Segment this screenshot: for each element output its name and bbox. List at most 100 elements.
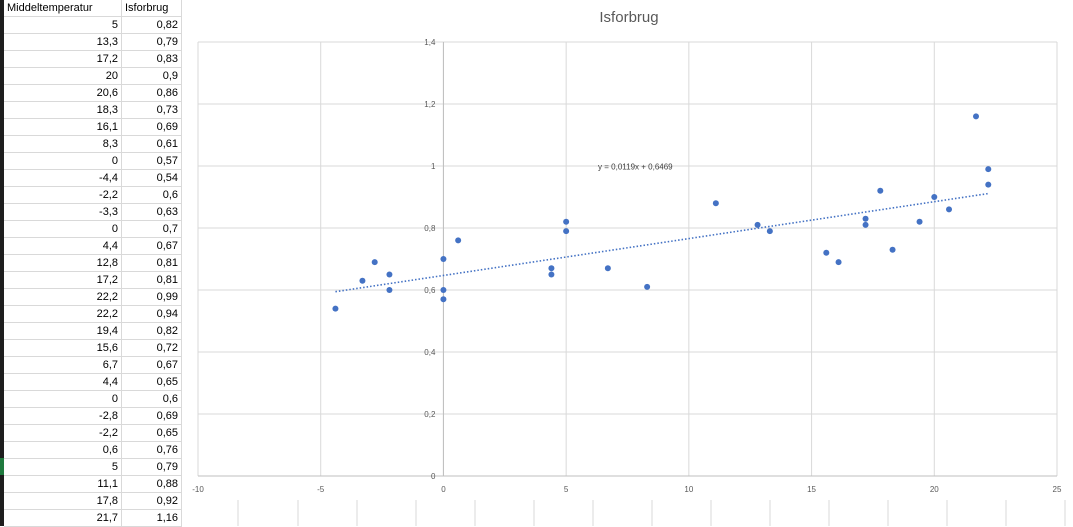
scatter-chart[interactable]: Isforbrug -10 -5 0 5 10 15 20 25 0 0,2 0,4 0,6 0,8 1 1… — [185, 0, 1073, 500]
consumption-cell[interactable]: 0,94 — [121, 305, 182, 323]
table-row: 0,6 0,76 — [4, 441, 182, 459]
consumption-cell[interactable]: 0,6 — [121, 186, 182, 204]
table-row: -2,2 0,6 — [4, 186, 182, 204]
temperature-cell[interactable]: -2,2 — [4, 424, 122, 442]
temperature-cell[interactable]: -3,3 — [4, 203, 122, 221]
table-row: -2,2 0,65 — [4, 424, 182, 442]
consumption-cell[interactable]: 1,16 — [121, 509, 182, 527]
y-tick-label: 0,2 — [424, 410, 436, 419]
data-table: Middeltemperatur Isforbrug 5 0,82 13,3 0,79 17… — [4, 0, 182, 527]
data-point — [985, 181, 992, 188]
data-point — [386, 287, 393, 293]
consumption-cell[interactable]: 0,83 — [121, 50, 182, 68]
plot-area: -10 -5 0 5 10 15 20 25 0 0,2 0,4 0,6 0,8 1 1,2 1,4 y = 0… — [192, 38, 1062, 494]
temperature-cell[interactable]: 0 — [4, 220, 122, 238]
temperature-cell[interactable]: 22,2 — [4, 288, 122, 306]
temperature-cell[interactable]: 22,2 — [4, 305, 122, 323]
temperature-cell[interactable]: 16,1 — [4, 118, 122, 136]
data-point — [973, 113, 980, 120]
consumption-cell[interactable]: 0,81 — [121, 271, 182, 289]
temperature-cell[interactable]: 17,2 — [4, 271, 122, 289]
consumption-cell[interactable]: 0,82 — [121, 16, 182, 34]
table-row: 20,6 0,86 — [4, 84, 182, 102]
x-tick-label: -5 — [317, 485, 325, 494]
data-point — [359, 277, 366, 284]
data-point — [889, 246, 896, 253]
consumption-cell[interactable]: 0,9 — [121, 67, 182, 85]
y-tick-label: 1 — [431, 162, 436, 171]
data-point — [766, 228, 773, 235]
consumption-cell[interactable]: 0,65 — [121, 424, 182, 442]
temperature-cell[interactable]: 20,6 — [4, 84, 122, 102]
consumption-cell[interactable]: 0,63 — [121, 203, 182, 221]
consumption-cell[interactable]: 0,57 — [121, 152, 182, 170]
data-point — [386, 271, 393, 278]
temperature-cell[interactable]: -2,2 — [4, 186, 122, 204]
temperature-cell[interactable]: -4,4 — [4, 169, 122, 187]
temperature-cell[interactable]: 5 — [4, 458, 122, 476]
consumption-cell[interactable]: 0,79 — [121, 33, 182, 51]
consumption-cell[interactable]: 0,69 — [121, 118, 182, 136]
temperature-cell[interactable]: 21,7 — [4, 509, 122, 527]
consumption-cell[interactable]: 0,61 — [121, 135, 182, 153]
x-tick-label: 15 — [807, 485, 816, 494]
consumption-cell[interactable]: 0,92 — [121, 492, 182, 510]
consumption-cell[interactable]: 0,72 — [121, 339, 182, 357]
data-point — [440, 296, 447, 303]
data-point — [946, 206, 953, 213]
temperature-cell[interactable]: -2,8 — [4, 407, 122, 425]
temperature-cell[interactable]: 8,3 — [4, 135, 122, 153]
temperature-cell[interactable]: 4,4 — [4, 373, 122, 391]
table-row: 5 0,82 — [4, 16, 182, 34]
temperature-cell[interactable]: 0 — [4, 152, 122, 170]
temperature-cell[interactable]: 17,2 — [4, 50, 122, 68]
data-point — [862, 221, 869, 228]
consumption-cell[interactable]: 0,88 — [121, 475, 182, 493]
table-row: 8,3 0,61 — [4, 135, 182, 153]
consumption-cell[interactable]: Isforbrug — [121, 0, 182, 17]
temperature-cell[interactable]: 11,1 — [4, 475, 122, 493]
data-point — [916, 218, 923, 225]
table-row: 19,4 0,82 — [4, 322, 182, 340]
temperature-cell[interactable]: 0,6 — [4, 441, 122, 459]
temperature-cell[interactable]: 15,6 — [4, 339, 122, 357]
consumption-cell[interactable]: 0,79 — [121, 458, 182, 476]
temperature-cell[interactable]: 6,7 — [4, 356, 122, 374]
temperature-cell[interactable]: 0 — [4, 390, 122, 408]
y-tick-label: 0,6 — [424, 286, 436, 295]
temperature-cell[interactable]: 5 — [4, 16, 122, 34]
consumption-cell[interactable]: 0,69 — [121, 407, 182, 425]
table-row: 4,4 0,67 — [4, 237, 182, 255]
consumption-cell[interactable]: 0,7 — [121, 220, 182, 238]
table-row: 17,2 0,81 — [4, 271, 182, 289]
table-row: 16,1 0,69 — [4, 118, 182, 136]
temperature-cell[interactable]: 18,3 — [4, 101, 122, 119]
consumption-cell[interactable]: 0,99 — [121, 288, 182, 306]
temperature-cell[interactable]: 17,8 — [4, 492, 122, 510]
temperature-cell[interactable]: 4,4 — [4, 237, 122, 255]
temperature-cell[interactable]: Middeltemperatur — [4, 0, 122, 17]
consumption-cell[interactable]: 0,86 — [121, 84, 182, 102]
y-tick-label: 1,2 — [424, 100, 436, 109]
data-point — [548, 271, 555, 278]
temperature-cell[interactable]: 19,4 — [4, 322, 122, 340]
y-tick-label: 1,4 — [424, 38, 436, 47]
consumption-cell[interactable]: 0,67 — [121, 237, 182, 255]
x-tick-label: 0 — [441, 485, 446, 494]
data-point — [563, 228, 570, 235]
temperature-cell[interactable]: 13,3 — [4, 33, 122, 51]
table-row: 20 0,9 — [4, 67, 182, 85]
consumption-cell[interactable]: 0,6 — [121, 390, 182, 408]
consumption-cell[interactable]: 0,73 — [121, 101, 182, 119]
consumption-cell[interactable]: 0,67 — [121, 356, 182, 374]
table-row: 0 0,57 — [4, 152, 182, 170]
consumption-cell[interactable]: 0,81 — [121, 254, 182, 272]
table-row: 12,8 0,81 — [4, 254, 182, 272]
temperature-cell[interactable]: 12,8 — [4, 254, 122, 272]
consumption-cell[interactable]: 0,76 — [121, 441, 182, 459]
consumption-cell[interactable]: 0,65 — [121, 373, 182, 391]
temperature-cell[interactable]: 20 — [4, 67, 122, 85]
consumption-cell[interactable]: 0,82 — [121, 322, 182, 340]
consumption-cell[interactable]: 0,54 — [121, 169, 182, 187]
data-point — [371, 259, 378, 266]
